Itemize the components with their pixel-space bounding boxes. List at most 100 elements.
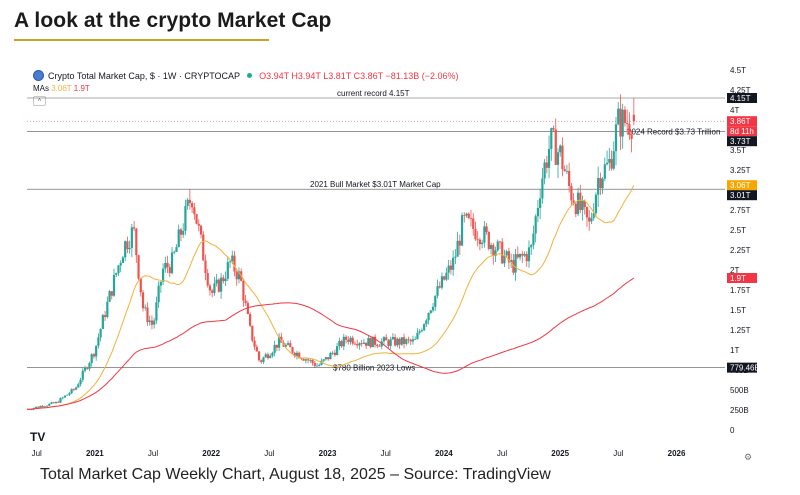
candle-body [344,336,348,340]
candle-body [523,253,526,256]
candle-body [206,273,209,286]
candle-body [396,338,399,346]
y-tick-label: 1.75T [730,286,751,295]
candle-body [315,365,319,367]
y-tick-label: 500B [730,386,749,395]
candle-body [336,346,339,356]
candle-body [572,200,575,204]
market-cap-chart[interactable]: 0250B500B750B1T1.25T1.5T1.75T2T2.25T2.5T… [25,64,773,464]
price-badge-label: 3.06T [730,181,751,190]
candle-body [231,255,234,262]
candle-body [371,336,374,348]
candle-body [532,233,535,246]
candle-body [614,124,618,152]
candle-body [266,354,270,359]
candle-body [260,360,263,362]
candle-body [188,199,191,204]
candle-body [342,336,345,347]
candle-body [97,337,100,346]
candle-body [235,271,238,280]
candle-body [487,232,490,249]
candle-body [112,274,116,296]
x-tick-label: 2022 [202,449,220,458]
candle-body [157,285,160,303]
candle-body [481,242,484,245]
candle-body [190,203,194,208]
candle-body [447,265,450,273]
candle-body [50,402,53,404]
candle-body [215,279,218,284]
candle-body [541,178,544,199]
ohlc-values: O3.94T H3.94T L3.81T C3.86T −81.13B (−2.… [259,70,459,81]
candle-body [585,207,589,218]
candle-body [146,307,149,322]
candle-body [494,250,497,257]
candle-body [358,343,361,346]
candle-body [467,213,470,219]
tradingview-logo[interactable]: TV [30,430,46,444]
candle-body [298,352,301,359]
candle-body [597,178,600,195]
collapse-legend-button[interactable]: ˄ [33,96,46,106]
candle-body [438,286,441,288]
x-tick-label: Jul [497,449,507,458]
chart-area[interactable]: 0250B500B750B1T1.25T1.5T1.75T2T2.25T2.5T… [25,64,773,464]
candle-body [217,279,220,292]
crypto-symbol-icon [33,70,44,81]
candle-body [420,330,423,332]
candle-body [307,359,310,361]
candle-body [37,406,40,408]
ma-short-line [26,184,635,410]
candle-body [54,401,58,404]
candle-body [588,217,591,222]
candle-body [630,134,633,140]
candle-body [81,370,84,380]
candle-body [226,262,229,279]
candle-body [376,344,379,347]
gear-icon[interactable]: ⚙ [744,452,753,462]
bull-2021-label: 2021 Bull Market $3.01T Market Cap [310,180,441,189]
candle-body [365,342,368,346]
candle-body [356,344,359,346]
candle-body [182,230,185,235]
candle-body [559,145,562,153]
candle-body [161,268,165,282]
candle-body [66,394,69,396]
candle-body [496,241,499,251]
candle-body [623,109,627,123]
symbol-label[interactable]: Crypto Total Market Cap, $ · 1W · CRYPTO… [48,70,241,81]
y-tick-label: 4.5T [730,66,746,75]
candle-body [61,397,64,399]
candle-body [324,357,328,360]
candle-body [273,344,276,353]
candle-body [164,262,167,269]
candle-body [269,355,272,359]
candle-body [545,162,548,168]
price-badge [727,273,757,283]
candle-body [150,320,154,325]
candle-body [617,108,620,125]
candle-body [373,336,377,345]
candle-body [184,206,187,231]
candle-body [99,328,102,338]
candle-body [179,229,183,235]
candle-body [291,347,294,353]
candle-body [72,389,75,390]
moving-averages-legend[interactable]: MAs 3.06T 1.9T [33,84,90,93]
candle-body [144,307,147,309]
y-tick-label: 2.25T [730,246,751,255]
candle-body [429,310,432,313]
candle-body [351,337,354,344]
x-tick-label: Jul [32,449,42,458]
x-tick-label: 2023 [319,449,337,458]
candle-body [34,406,38,408]
candle-body [249,313,252,326]
candle-body [601,178,604,189]
candle-body [445,272,448,280]
candle-body [228,261,232,263]
price-badge-label: 3.86T [730,117,751,126]
y-tick-label: 2.5T [730,226,746,235]
candle-body [632,114,635,122]
candle-body [463,215,466,216]
candle-body [527,247,531,262]
